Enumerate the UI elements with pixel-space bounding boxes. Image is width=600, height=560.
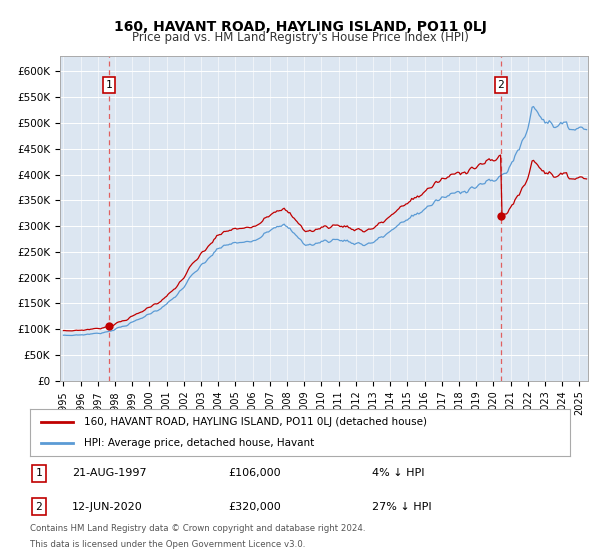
Text: 160, HAVANT ROAD, HAYLING ISLAND, PO11 0LJ (detached house): 160, HAVANT ROAD, HAYLING ISLAND, PO11 0… [84, 417, 427, 427]
Text: 4% ↓ HPI: 4% ↓ HPI [372, 468, 425, 478]
Text: £106,000: £106,000 [228, 468, 281, 478]
Text: HPI: Average price, detached house, Havant: HPI: Average price, detached house, Hava… [84, 438, 314, 448]
Text: 1: 1 [35, 468, 43, 478]
Text: 1: 1 [106, 80, 112, 90]
Text: 2: 2 [35, 502, 43, 512]
Text: Contains HM Land Registry data © Crown copyright and database right 2024.: Contains HM Land Registry data © Crown c… [30, 524, 365, 533]
Text: 2: 2 [497, 80, 505, 90]
Text: This data is licensed under the Open Government Licence v3.0.: This data is licensed under the Open Gov… [30, 540, 305, 549]
Text: 27% ↓ HPI: 27% ↓ HPI [372, 502, 431, 512]
Text: 160, HAVANT ROAD, HAYLING ISLAND, PO11 0LJ: 160, HAVANT ROAD, HAYLING ISLAND, PO11 0… [113, 20, 487, 34]
Text: 21-AUG-1997: 21-AUG-1997 [72, 468, 146, 478]
Text: Price paid vs. HM Land Registry's House Price Index (HPI): Price paid vs. HM Land Registry's House … [131, 31, 469, 44]
Text: 12-JUN-2020: 12-JUN-2020 [72, 502, 143, 512]
Text: £320,000: £320,000 [228, 502, 281, 512]
